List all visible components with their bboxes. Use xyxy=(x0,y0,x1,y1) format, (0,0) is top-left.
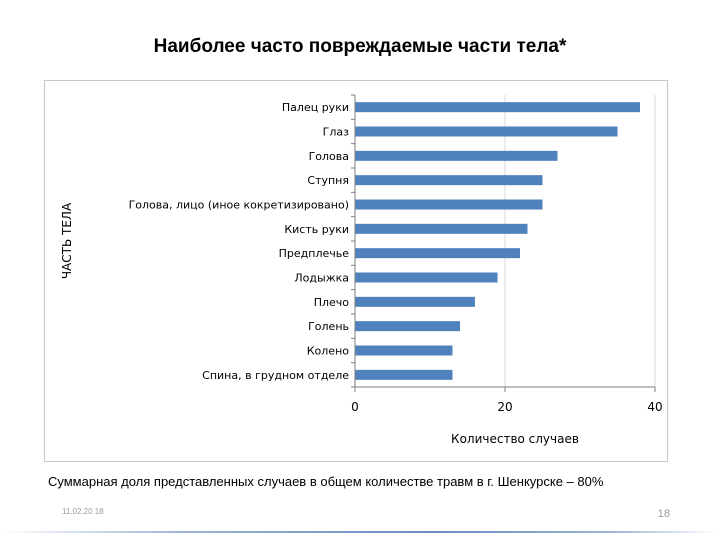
category-label: Голова xyxy=(309,150,349,163)
bar xyxy=(355,321,460,332)
axes xyxy=(351,94,656,392)
bar xyxy=(355,369,453,380)
category-label: Предплечье xyxy=(279,247,350,260)
y-axis-title: ЧАСТЬ ТЕЛА xyxy=(60,202,74,279)
page-number: 18 xyxy=(657,508,670,520)
footnote: Суммарная доля представленных случаев в … xyxy=(48,474,604,489)
category-label: Глаз xyxy=(323,126,349,139)
bars xyxy=(355,102,640,380)
category-label: Спина, в грудном отделе xyxy=(202,369,349,382)
category-label: Голова, лицо (иное кокретизировано) xyxy=(129,199,349,212)
slide-title: Наиболее часто повреждаемые части тела* xyxy=(153,36,567,57)
category-label: Колено xyxy=(307,345,350,358)
x-tick-label: 0 xyxy=(351,400,359,414)
bar xyxy=(355,126,618,137)
x-axis-title: Количество случаев xyxy=(451,432,579,446)
bar xyxy=(355,102,640,113)
category-label: Палец руки xyxy=(282,101,349,114)
x-tick-label: 20 xyxy=(497,400,512,414)
bar xyxy=(355,345,453,356)
bar xyxy=(355,272,498,283)
bar xyxy=(355,223,528,234)
category-label: Голень xyxy=(308,320,349,333)
chart-area: Палец руки Глаз Голова Ступня Голова, лицо (… xyxy=(44,80,668,462)
bar-chart: Палец руки Глаз Голова Ступня Голова, лицо (… xyxy=(60,94,663,446)
footer-date: 11.02.20 18 xyxy=(62,507,104,516)
category-label: Плечо xyxy=(314,296,350,309)
grid-lines xyxy=(504,95,656,387)
category-label: Ступня xyxy=(307,174,349,187)
bar xyxy=(355,296,475,307)
bar xyxy=(355,248,520,259)
x-tick-label: 40 xyxy=(647,400,662,414)
labels: Палец руки Глаз Голова Ступня Голова, лицо (… xyxy=(60,101,663,446)
bar xyxy=(355,175,543,186)
category-label: Лодыжка xyxy=(294,272,349,285)
bar xyxy=(355,150,558,161)
footer-accent-line xyxy=(0,531,720,533)
category-label: Кисть руки xyxy=(284,223,349,236)
bar xyxy=(355,199,543,210)
